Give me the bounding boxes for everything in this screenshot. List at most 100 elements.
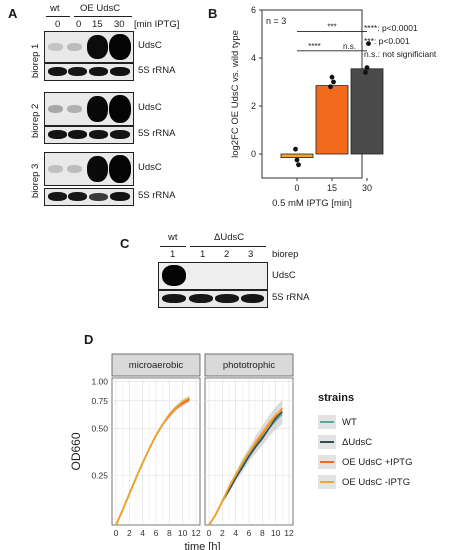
panel-b-bar — [350, 68, 384, 155]
panel-b-legend-line-1: ****: p<0.0001 — [364, 23, 418, 33]
panel-a-biorep-3-udsc-label: UdsC — [138, 162, 162, 173]
panel-b-n-label: n = 3 — [266, 16, 286, 26]
panel-c-letter: C — [120, 236, 130, 251]
panel-b-point — [293, 146, 298, 152]
panel-c-lane-1-wt: 1 — [170, 249, 176, 260]
panel-d-legend-label: OE UdsC -IPTG — [342, 476, 411, 488]
panel-d-x-tick-label: 12 — [191, 528, 201, 538]
panel-d-x-axis-label: time [h] — [184, 541, 220, 550]
panel-a-letter: A — [8, 6, 18, 21]
panel-d-legend-item: WT — [318, 412, 412, 432]
panel-c-mut-line — [190, 246, 266, 247]
panel-d-legend-label: OE UdsC +IPTG — [342, 456, 413, 468]
panel-b-sig-label: **** — [308, 42, 320, 51]
panel-b-y-tick-label: 2 — [251, 101, 256, 111]
panel-d-x-tick-label: 6 — [154, 528, 159, 538]
panel-d-legend-key — [318, 435, 336, 449]
panel-d-y-tick-label: 0.25 — [91, 470, 108, 480]
panel-d-legend-key — [318, 475, 336, 489]
panel-c-lane-2: 2 — [224, 249, 230, 260]
panel-d-facet-label: phototrophic — [223, 360, 276, 371]
panel-b-legend-line-2: ***: p<0.001 — [364, 36, 410, 46]
panel-d-y-tick-label: 1.00 — [91, 376, 108, 386]
panel-b-y-tick-label: 0 — [251, 149, 256, 159]
panel-a-biorep-2-udsc-blot — [44, 92, 134, 126]
panel-b-x-tick-label: 30 — [362, 183, 372, 193]
panel-a-group-oe: OE UdsC — [80, 3, 121, 14]
panel-b-y-tick-label: 6 — [251, 5, 256, 15]
panel-d-x-tick-label: 8 — [167, 528, 172, 538]
panel-d-x-tick-label: 12 — [284, 528, 294, 538]
panel-a-biorep-1-rrna-blot — [44, 63, 134, 81]
panel-d-x-tick-label: 8 — [260, 528, 265, 538]
panel-a-oe-line — [74, 16, 132, 17]
panel-a-biorep-2-rrna-label: 5S rRNA — [138, 128, 176, 139]
panel-a-time-unit: [min IPTG] — [134, 19, 180, 30]
panel-b-sig-label: n.s. — [343, 42, 356, 51]
panel-c-lane-3: 3 — [248, 249, 254, 260]
panel-d-legend-key — [318, 415, 336, 429]
panel-b-point — [294, 157, 300, 163]
panel-d-legend-label: ΔUdsC — [342, 436, 373, 448]
panel-a-biorep-1-udsc-label: UdsC — [138, 40, 162, 51]
panel-d-letter: D — [84, 332, 94, 347]
panel-d-y-tick-label: 0.50 — [91, 423, 108, 433]
panel-b-bar — [280, 153, 314, 158]
panel-d-x-tick-label: 0 — [114, 528, 119, 538]
panel-d-y-tick-label: 0.75 — [91, 396, 108, 406]
panel-d-series-line — [115, 397, 190, 526]
panel-d-x-tick-label: 4 — [140, 528, 145, 538]
panel-a-biorep-3-rrna-label: 5S rRNA — [138, 190, 176, 201]
panel-d-legend-title: strains — [318, 392, 355, 404]
panel-a-biorep-2-rrna-blot — [44, 126, 134, 144]
panel-d-facet-strip — [111, 353, 201, 377]
panel-c-rrna-blot — [158, 290, 268, 308]
panel-c-group-mut: ΔUdsC — [214, 232, 245, 243]
panel-b-y-tick-label: 4 — [251, 53, 256, 63]
panel-a-biorep-3-rrna-blot — [44, 188, 134, 206]
panel-c-group-wt: wt — [168, 232, 178, 243]
panel-b-point — [364, 65, 370, 70]
panel-b-significance-legend: ****: p<0.0001 ***: p<0.001 n.s.: not si… — [364, 22, 436, 61]
panel-a-biorep-3-udsc-blot — [44, 152, 134, 186]
panel-b-letter: B — [208, 6, 218, 21]
panel-d-series-line — [208, 408, 283, 526]
panel-a-biorep-1-label: biorep 1 — [30, 43, 41, 78]
panel-a-time-0b: 0 — [76, 19, 82, 30]
panel-a-wt-line — [46, 16, 70, 17]
panel-a-time-0a: 0 — [55, 19, 61, 30]
panel-c-wt-line — [160, 246, 186, 247]
panel-a-biorep-2-udsc-label: UdsC — [138, 102, 162, 113]
panel-d-x-tick-label: 10 — [178, 528, 188, 538]
panel-d-x-tick-label: 4 — [233, 528, 238, 538]
panel-c-biorep-label: biorep — [272, 249, 299, 260]
panel-a-biorep-1-rrna-label: 5S rRNA — [138, 65, 176, 76]
panel-b-point — [329, 74, 335, 80]
panel-b-bar — [315, 85, 349, 155]
panel-d-facet-strip — [204, 353, 294, 377]
panel-d-x-tick-label: 6 — [247, 528, 252, 538]
panel-d-y-axis-label: OD660 — [69, 432, 83, 470]
panel-b-point — [363, 70, 368, 75]
panel-b-point — [296, 162, 301, 168]
panel-a-biorep-1-udsc-blot — [44, 31, 134, 63]
panel-d-legend: strains WT ΔUdsC OE UdsC +IPTG OE UdsC -IPT… — [318, 392, 412, 492]
panel-a-time-15: 15 — [92, 19, 103, 30]
panel-d-legend-item: OE UdsC +IPTG — [318, 452, 412, 472]
panel-b-point — [328, 84, 333, 90]
panel-d-legend-item: OE UdsC -IPTG — [318, 472, 412, 492]
panel-b-x-tick-label: 15 — [327, 183, 337, 193]
panel-a-biorep-2-label: biorep 2 — [30, 103, 41, 138]
panel-a-biorep-3-label: biorep 3 — [30, 163, 41, 198]
panel-d-x-tick-label: 0 — [207, 528, 212, 538]
panel-b-point — [366, 41, 371, 46]
panel-b-x-tick-label: 0 — [294, 183, 299, 193]
panel-b-point — [331, 79, 336, 85]
panel-c-udsc-blot — [158, 262, 268, 290]
panel-a-group-wt: wt — [50, 3, 60, 14]
panel-c-udsc-label: UdsC — [272, 270, 296, 281]
panel-d-x-tick-label: 10 — [271, 528, 281, 538]
panel-b-y-axis-label: log2FC OE UdsC vs. wild type — [230, 30, 241, 158]
panel-d-x-tick-label: 2 — [127, 528, 132, 538]
